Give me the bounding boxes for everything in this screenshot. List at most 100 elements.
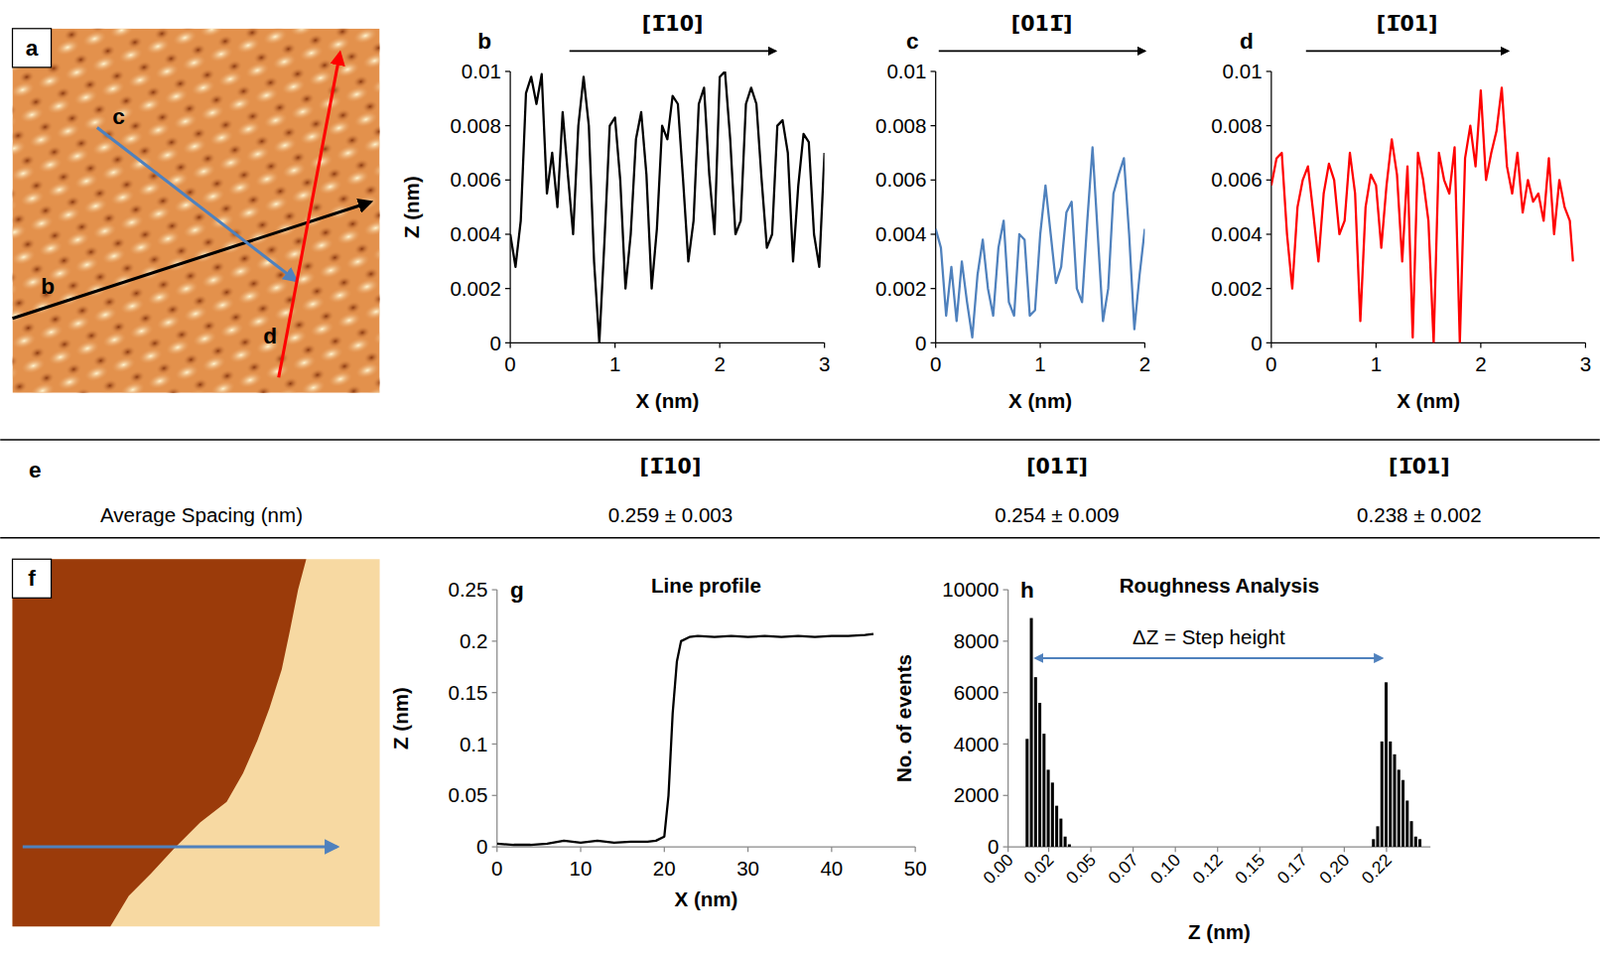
stm-atom: [225, 28, 254, 31]
stm-atom: [236, 369, 265, 391]
stm-atom: [343, 251, 372, 272]
y-tick-label: 0.25: [447, 577, 488, 601]
y-tick: [931, 287, 936, 289]
x-tick: [1089, 846, 1091, 852]
y-tick: [1266, 125, 1272, 127]
stm-atom: [152, 60, 181, 82]
stm-atom: [180, 135, 209, 157]
figure: 00.0020.0040.0060.0080.010123[1̅10]bX (n…: [0, 0, 1600, 954]
stm-atom: [263, 276, 291, 298]
stm-atom: [145, 370, 174, 392]
x-tick-label: 0.12: [1189, 849, 1227, 888]
table-rule: [0, 438, 1600, 441]
stm-atom: [12, 330, 39, 352]
y-tick-label: 0.006: [449, 167, 501, 191]
y-tick: [1003, 691, 1009, 693]
profile-line: [1271, 87, 1574, 343]
stm-atom: [12, 364, 21, 386]
histogram-bar: [1223, 846, 1227, 848]
histogram-bar: [1333, 846, 1337, 848]
histogram-bar: [1388, 741, 1392, 847]
y-tick-label: 0.008: [1210, 114, 1262, 137]
stm-atom: [62, 61, 91, 83]
stm-atom: [55, 371, 84, 393]
stm-atom: [217, 151, 246, 173]
stm-atom: [117, 44, 145, 66]
histogram-bar: [1371, 838, 1375, 847]
stm-atom: [143, 35, 172, 57]
panel-letter: f: [27, 565, 36, 591]
stm-pit: [12, 378, 30, 394]
histogram-bar: [1228, 846, 1232, 848]
histogram-bar: [1008, 846, 1012, 848]
stm-atom: [299, 377, 328, 394]
stm-atom: [307, 235, 336, 257]
stm-atom: [63, 145, 92, 167]
stm-atom: [119, 379, 147, 394]
stm-atom: [208, 294, 237, 316]
stm-atom: [82, 363, 111, 385]
profile-line: [935, 146, 1146, 337]
stm-atom: [270, 134, 299, 156]
x-tick-label: 2: [713, 352, 725, 376]
stm-atom: [12, 113, 19, 134]
y-tick: [505, 342, 511, 344]
y-tick-label: 0.1: [459, 732, 489, 756]
stm-atom: [362, 300, 381, 322]
histogram-bar: [1236, 846, 1240, 848]
y-tick-label: 0.01: [886, 59, 927, 83]
histogram-bar: [1051, 782, 1055, 847]
histogram-bar: [1143, 846, 1147, 848]
stm-atom: [198, 28, 227, 40]
stm-atom: [334, 142, 363, 164]
histogram-bar: [1304, 846, 1308, 848]
stm-pit: [378, 64, 381, 82]
x-tick-label: 0.15: [1230, 849, 1269, 888]
x-tick: [1175, 846, 1177, 852]
histogram-bar: [1393, 754, 1397, 847]
histogram-bar: [1367, 846, 1371, 848]
x-axis-line: [1271, 342, 1587, 344]
stm-atom: [378, 28, 380, 38]
plot-area: [1025, 618, 1422, 848]
stm-atom: [243, 59, 271, 81]
y-tick-label: 0.01: [1222, 59, 1263, 83]
y-axis-line: [1270, 71, 1272, 343]
stm-atom: [379, 100, 381, 122]
y-tick: [1003, 845, 1009, 847]
x-tick-label: 2: [1474, 352, 1486, 376]
x-tick: [934, 342, 936, 348]
x-tick-label: 0.02: [1019, 849, 1058, 888]
x-tick: [664, 846, 666, 852]
stm-atom: [154, 311, 183, 333]
histogram-bar: [1279, 846, 1283, 848]
x-axis-title: X (nm): [1396, 389, 1461, 412]
stm-atom: [135, 177, 164, 199]
stm-atom: [235, 118, 264, 139]
y-tick: [492, 743, 498, 745]
y-tick-label: 0.006: [875, 167, 927, 191]
stm-atom: [172, 277, 201, 299]
y-tick: [1266, 287, 1272, 289]
histogram-bar: [1291, 846, 1295, 848]
stm-atom: [334, 226, 363, 248]
y-tick-label: 0: [1250, 331, 1262, 355]
stm-pit: [254, 384, 273, 394]
y-tick: [931, 342, 936, 344]
x-tick-label: 0.05: [1062, 849, 1100, 888]
y-tick: [505, 179, 511, 181]
stm-atom: [171, 111, 200, 133]
stm-image: [12, 28, 381, 394]
stm-atom: [290, 352, 319, 374]
x-tick-label: 0.07: [1103, 849, 1142, 888]
x-tick-label: 40: [819, 856, 843, 880]
y-tick: [505, 125, 511, 127]
panel-letter: b: [477, 28, 492, 54]
y-tick: [492, 588, 498, 590]
histogram-bar: [1131, 846, 1135, 848]
histogram-bar: [1080, 846, 1084, 848]
stm-atom: [144, 203, 173, 225]
histogram-bar: [1038, 702, 1042, 847]
histogram-bar: [1232, 846, 1236, 848]
histogram-bar: [1296, 846, 1300, 848]
